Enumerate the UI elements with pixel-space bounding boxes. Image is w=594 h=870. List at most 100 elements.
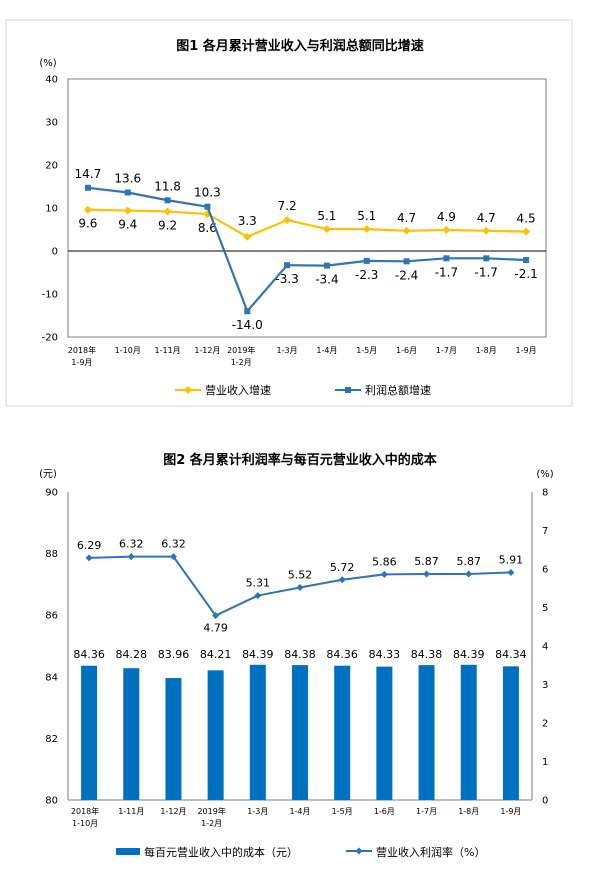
chart2-margin-point [507, 568, 515, 576]
chart1-y-tick-label: 30 [45, 118, 58, 129]
chart2-title: 图2 各月累计利润率与每百元营业收入中的成本 [163, 452, 437, 468]
chart2-cost-data-label: 84.21 [200, 648, 232, 661]
chart1-revenue-data-label: 4.7 [477, 211, 496, 225]
chart2-cost-bar [207, 670, 224, 800]
chart1-plot-area [67, 78, 547, 338]
chart2-x-tick-label: 1-3月 [247, 807, 268, 816]
chart1-revenue-point [522, 227, 531, 236]
chart1-profit-line [87, 186, 527, 314]
chart1-profit-data-label: -1.7 [475, 265, 498, 279]
chart2-margin-data-label: 5.87 [456, 555, 481, 568]
chart2-margin-data-label: 4.79 [203, 622, 228, 635]
chart1-profit-data-label: -2.3 [355, 268, 378, 282]
chart2-margin-point [380, 570, 388, 578]
chart1-revenue-data-label: 9.6 [78, 217, 97, 231]
chart2-cost-bar [418, 665, 435, 800]
chart1-profit-data-label: 14.7 [75, 167, 102, 181]
chart2-cost-bar [249, 664, 266, 800]
chart2-left-tick-label: 82 [45, 734, 58, 745]
chart1-profit-data-label: 11.8 [154, 179, 181, 193]
chart2-cost-bar [81, 665, 98, 800]
chart2-x-tick-label: 1-7月 [416, 807, 437, 816]
chart2-margin-data-label: 5.91 [499, 553, 524, 566]
chart1-title: 图1 各月累计营业收入与利润总额同比增速 [176, 38, 424, 54]
chart1-y-tick-label: 0 [52, 247, 58, 258]
chart2-margin-data-label: 6.29 [77, 539, 102, 552]
chart2-margin-data-label: 6.32 [119, 538, 144, 551]
chart2-left-tick-label: 90 [45, 488, 58, 499]
chart2-cost-data-label: 84.38 [411, 648, 443, 661]
chart2-cost-data-label: 84.39 [242, 648, 274, 661]
chart1-revenue-point [123, 206, 132, 215]
chart1-legend-label: 营业收入增速 [205, 383, 271, 397]
chart1-x-tick-label: 1-7月 [436, 346, 457, 355]
chart2-x-tick-label: 1-10月 [72, 819, 98, 828]
chart2-right-tick-label: 6 [542, 565, 548, 576]
chart1-x-tick-label: 1-9月 [516, 346, 537, 355]
chart1-x-tick-label: 2019年 [227, 345, 255, 355]
chart1-y-unit: (%) [39, 58, 56, 69]
chart1-x-tick-label: 1-10月 [115, 346, 141, 355]
chart1-x-tick-label: 1-6月 [396, 346, 417, 355]
chart1-revenue-data-label: 8.6 [198, 221, 217, 235]
chart2-x-tick-label: 2019年 [197, 806, 225, 816]
chart1-profit-point [363, 257, 370, 264]
chart2-cost-bar [165, 678, 182, 800]
chart2-x-tick-label: 1-6月 [374, 807, 395, 816]
chart1-x-tick-label: 1-11月 [155, 346, 181, 355]
chart1-y-tick-label: 40 [45, 75, 58, 86]
chart2-margin-point [465, 570, 473, 578]
chart1-revenue-point [482, 226, 491, 235]
chart1-profit-point [403, 258, 410, 265]
chart2-right-tick-label: 8 [542, 488, 548, 499]
chart1-legend-marker [345, 387, 351, 393]
chart1-revenue-data-label: 9.4 [118, 218, 137, 232]
chart2-margin-point [127, 553, 135, 561]
chart1-y-tick-label: -20 [42, 333, 58, 344]
chart2-margin-point [85, 554, 93, 562]
chart2-margin-data-label: 6.32 [161, 538, 186, 551]
chart1-x-tick-label: 1-8月 [476, 346, 497, 355]
chart1-revenue-data-label: 3.3 [238, 214, 257, 228]
chart2-cost-data-label: 84.33 [369, 648, 401, 661]
chart1-profit-point [523, 257, 530, 264]
chart1-x-tick-label: 1-9月 [71, 358, 92, 367]
chart2-x-tick-label: 1-4月 [289, 807, 310, 816]
chart1: 图1 各月累计营业收入与利润总额同比增速 (%) 40 30 20 10 0 -10 -20… [5, 19, 573, 407]
chart1-y-tick-label: 10 [45, 204, 58, 215]
chart2-x-tick-label: 1-9月 [500, 807, 521, 816]
chart1-profit-point [204, 203, 211, 210]
chart1-profit-point [84, 184, 91, 191]
chart2-margin-data-label: 5.87 [414, 555, 439, 568]
chart1-revenue-point [83, 205, 92, 214]
chart1-revenue-data-label: 7.2 [278, 199, 297, 213]
chart2-margin-point [338, 576, 346, 584]
chart2-margin-data-label: 5.31 [246, 577, 271, 590]
chart2-left-tick-label: 80 [45, 796, 58, 807]
chart1-revenue-data-label: 5.1 [317, 209, 336, 223]
chart2-cost-data-label: 84.34 [495, 648, 527, 661]
chart1-x-tick-label: 1-12月 [194, 346, 220, 355]
chart1-revenue-point [243, 232, 252, 241]
chart1-x-tick-label: 1-3月 [277, 346, 298, 355]
chart1-revenue-data-label: 4.9 [437, 210, 456, 224]
chart1-profit-data-label: -1.7 [435, 265, 458, 279]
chart2-x-tick-label: 1-8月 [458, 807, 479, 816]
chart1-profit-point [284, 262, 291, 269]
chart2-margin-data-label: 5.72 [330, 561, 355, 574]
chart1-profit-point [124, 189, 131, 196]
chart2-left-tick-label: 86 [45, 611, 58, 622]
chart1-profit-point [483, 255, 490, 262]
chart1-revenue-data-label: 4.7 [397, 211, 416, 225]
chart1-revenue-data-label: 5.1 [357, 209, 376, 223]
chart1-x-tick-label: 1-2月 [231, 358, 252, 367]
chart2-cost-data-label: 84.39 [453, 648, 485, 661]
chart1-profit-data-label: 13.6 [114, 172, 141, 186]
chart2-x-tick-label: 1-12月 [160, 807, 186, 816]
chart2-right-tick-label: 5 [542, 603, 548, 614]
chart2-x-tick-label: 1-11月 [118, 807, 144, 816]
chart2-y-left-unit: (元) [39, 469, 57, 480]
chart2-cost-bar [334, 665, 351, 800]
chart1-revenue-point [163, 207, 172, 216]
chart2-right-tick-label: 3 [542, 680, 548, 691]
